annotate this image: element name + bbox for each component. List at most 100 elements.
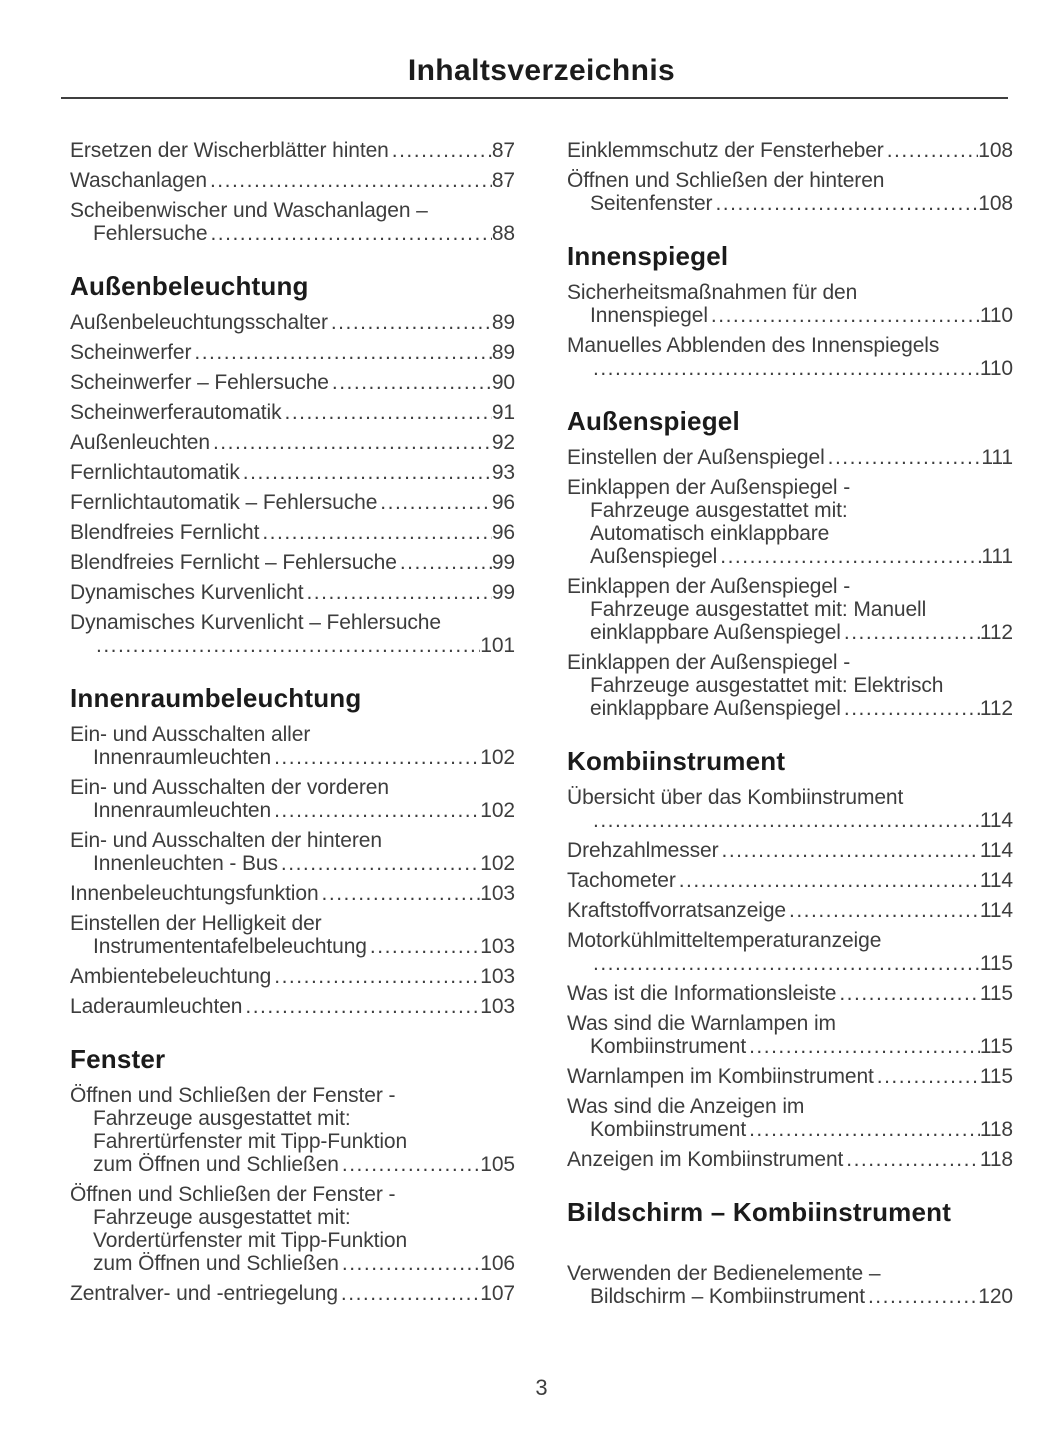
toc-content: Ersetzen der Wischerblätter hinten......… (70, 139, 1055, 1315)
toc-entry-leader: zum Öffnen und Schließen................… (70, 1153, 515, 1176)
toc-entry: Innenbeleuchtungsfunktion...............… (70, 882, 515, 905)
toc-entry: Einklemmschutz der Fensterheber.........… (567, 139, 1013, 162)
toc-entry-leader: Waschanlagen............................… (70, 169, 515, 192)
page-ref: 99 (491, 581, 515, 604)
page-ref: 92 (491, 431, 515, 454)
toc-entry-line: Innenleuchten - Bus (93, 852, 278, 875)
toc-entry-line: Einstellen der Helligkeit der (70, 912, 322, 935)
leader-dots: ........................................… (399, 551, 492, 574)
toc-entry-line: Öffnen und Schließen der Fenster - (70, 1183, 396, 1206)
toc-entry: Öffnen und Schließen der hinteren Seitenf… (567, 169, 1013, 215)
leader-dots: ........................................… (715, 192, 978, 215)
page-ref: 110 (979, 357, 1013, 380)
toc-entry-line: Warnlampen im Kombiinstrument (567, 1065, 874, 1088)
toc-entry-line: Verwenden der Bedienelemente – (567, 1262, 881, 1285)
toc-entry-line: Scheinwerferautomatik (70, 401, 282, 424)
page-ref: 103 (480, 882, 515, 905)
toc-entry-leader: Was ist die Informationsleiste..........… (567, 982, 1013, 1005)
toc-entry: Laderaumleuchten........................… (70, 995, 515, 1018)
leader-dots: ........................................… (876, 1065, 980, 1088)
toc-entry-line: Dynamisches Kurvenlicht (70, 581, 304, 604)
toc-entry-leader: Außenbeleuchtungsschalter...............… (70, 311, 515, 334)
leader-dots: ........................................… (274, 965, 480, 988)
toc-entry-line: Fernlichtautomatik (70, 461, 240, 484)
toc-entry-line: Fahrzeuge ausgestattet mit: Manuell (590, 598, 927, 621)
page-ref: 115 (979, 952, 1013, 975)
toc-entry-leader: ........................................… (567, 809, 1013, 832)
toc-entry: Einstellen der Außenspiegel.............… (567, 446, 1013, 469)
toc-entry-line: einklappbare Außenspiegel (590, 621, 841, 644)
toc-entry: Ambientebeleuchtung.....................… (70, 965, 515, 988)
page-title: Inhaltsverzeichnis (407, 54, 676, 87)
leader-dots: ........................................… (280, 852, 480, 875)
toc-entry: Übersicht über das Kombiinstrument......… (567, 786, 1013, 832)
page-ref: 108 (978, 192, 1013, 215)
toc-entry: Sicherheitsmaßnahmen für den Innenspiegel… (567, 281, 1013, 327)
page-ref: 115 (979, 1065, 1013, 1088)
toc-entry-leader: ........................................… (70, 634, 515, 657)
toc-entry-leader: Anzeigen im Kombiinstrument.............… (567, 1148, 1013, 1171)
toc-entry-leader: Außenleuchten...........................… (70, 431, 515, 454)
toc-entry-line: Drehzahlmesser (567, 839, 719, 862)
toc-entry: Scheinwerfer............................… (70, 341, 515, 364)
leader-dots: ........................................… (262, 521, 492, 544)
toc-entry-leader: Innenleuchten - Bus.....................… (70, 852, 515, 875)
toc-entry: Scheinwerferautomatik...................… (70, 401, 515, 424)
toc-entry: Dynamisches Kurvenlicht.................… (70, 581, 515, 604)
leader-dots: ........................................… (341, 1252, 481, 1275)
toc-entry-leader: Zentralver- und -entriegelung...........… (70, 1282, 515, 1305)
toc-entry: Einklappen der Außenspiegel - Fahrzeuge a… (567, 651, 1013, 720)
toc-entry-line: Innenbeleuchtungsfunktion (70, 882, 319, 905)
toc-entry-line: Ersetzen der Wischerblätter hinten (70, 139, 389, 162)
toc-entry-line: Laderaumleuchten (70, 995, 243, 1018)
toc-entry-leader: Instrumententafelbeleuchtung............… (70, 935, 515, 958)
toc-entry-leader: Innenraumleuchten.......................… (70, 746, 515, 769)
toc-entry-line: Fernlichtautomatik – Fehlersuche (70, 491, 378, 514)
page-ref: 102 (480, 852, 515, 875)
toc-entry-line: Öffnen und Schließen der Fenster - (70, 1084, 396, 1107)
toc-entry: Verwenden der Bedienelemente – Bildschirm… (567, 1262, 1013, 1308)
toc-entry-leader: Fernlichtautomatik – Fehlersuche........… (70, 491, 515, 514)
toc-entry-leader: ........................................… (567, 357, 1013, 380)
leader-dots: ........................................… (593, 952, 980, 975)
toc-entry-leader: Innenraumleuchten.......................… (70, 799, 515, 822)
toc-entry-leader: Blendfreies Fernlicht – Fehlersuche.....… (70, 551, 515, 574)
toc-entry-line: Einklappen der Außenspiegel - (567, 476, 851, 499)
leader-dots: ........................................… (593, 809, 980, 832)
leader-dots: ........................................… (331, 371, 492, 394)
toc-entry-leader: Tachometer..............................… (567, 869, 1013, 892)
toc-entry-leader: Scheinwerfer............................… (70, 341, 515, 364)
page-ref: 111 (981, 545, 1013, 568)
page-ref: 110 (979, 304, 1013, 327)
toc-entry-leader: Drehzahlmesser..........................… (567, 839, 1013, 862)
toc-entry: Manuelles Abblenden des Innenspiegels...… (567, 334, 1013, 380)
leader-dots: ........................................… (749, 1118, 980, 1141)
toc-entry: Öffnen und Schließen der Fenster - Fahrze… (70, 1084, 515, 1176)
section-heading: Bildschirm – Kombiinstrument (567, 1197, 952, 1227)
page-ref: 114 (979, 899, 1013, 922)
toc-entry-line: einklappbare Außenspiegel (590, 697, 841, 720)
toc-entry: Scheinwerfer – Fehlersuche..............… (70, 371, 515, 394)
leader-dots: ........................................… (710, 304, 980, 327)
page-ref: 112 (979, 621, 1013, 644)
toc-entry-line: Instrumententafelbeleuchtung (93, 935, 367, 958)
leader-dots: ........................................… (380, 491, 492, 514)
page-ref: 93 (491, 461, 515, 484)
toc-entry-leader: Innenspiegel............................… (567, 304, 1013, 327)
toc-entry-leader: Scheinwerfer – Fehlersuche..............… (70, 371, 515, 394)
toc-entry-leader: Ambientebeleuchtung.....................… (70, 965, 515, 988)
toc-entry-line: Fahrzeuge ausgestattet mit: (93, 1107, 351, 1130)
toc-entry: Fernlichtautomatik......................… (70, 461, 515, 484)
toc-entry-leader: Innenbeleuchtungsfunktion...............… (70, 882, 515, 905)
leader-dots: ........................................… (284, 401, 492, 424)
toc-entry: Was sind die Warnlampen im Kombiinstrumen… (567, 1012, 1013, 1058)
toc-entry-leader: zum Öffnen und Schließen................… (70, 1252, 515, 1275)
page-number: 3 (535, 1375, 548, 1400)
toc-entry: Motorkühlmitteltemperaturanzeige........… (567, 929, 1013, 975)
toc-entry: Außenbeleuchtungsschalter...............… (70, 311, 515, 334)
leader-dots: ........................................… (846, 1148, 980, 1171)
leader-dots: ........................................… (867, 1285, 978, 1308)
toc-entry: Einstellen der Helligkeit der Instrumente… (70, 912, 515, 958)
leader-dots: ........................................… (274, 746, 480, 769)
